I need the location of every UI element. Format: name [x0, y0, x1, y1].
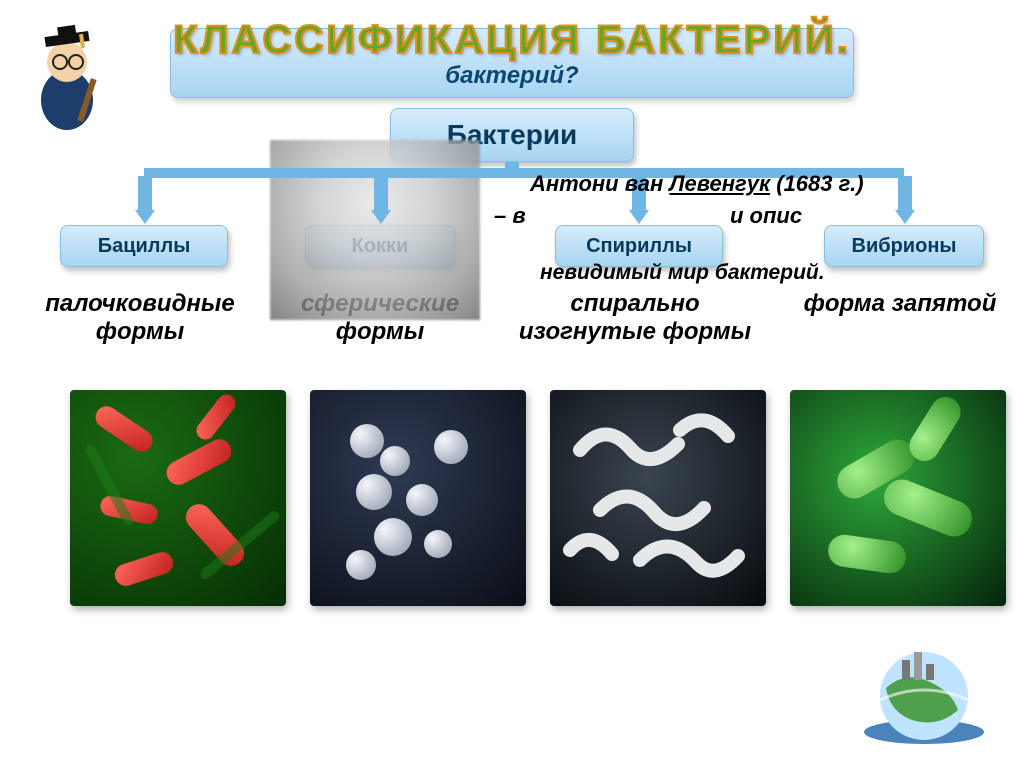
shape-label-1a: палочковидные	[30, 290, 250, 318]
shape-label-4: форма запятой	[790, 290, 1010, 318]
child-node-vibrio: Вибрионы	[824, 225, 984, 267]
page-title: КЛАССИФИКАЦИЯ БАКТЕРИЙ.	[173, 18, 851, 63]
child-node-bacilli: Бациллы	[60, 225, 228, 267]
history-line1: Антони ван Левенгук (1683 г.)	[530, 170, 864, 198]
history-name-a: Антони ван	[530, 171, 663, 196]
arrow-3-icon	[629, 210, 649, 224]
image-vibrio	[790, 390, 1006, 606]
arrow-2-icon	[371, 210, 391, 224]
globe-decoration-icon	[846, 630, 996, 750]
arrow-1-icon	[135, 210, 155, 224]
root-stem	[505, 162, 519, 172]
shape-label-3: спирально изогнутые формы	[510, 290, 760, 345]
history-line3: невидимый мир бактерий.	[540, 260, 825, 286]
stem-2	[374, 176, 388, 212]
shape-label-1b: формы	[30, 318, 250, 346]
stem-1	[138, 176, 152, 212]
history-name-b: Левенгук	[669, 171, 770, 196]
history-year: (1683 г.)	[776, 171, 863, 196]
child-label-3: Спириллы	[586, 235, 692, 258]
shape-label-1: палочковидные формы	[30, 290, 250, 345]
shape-label-3a: спирально	[510, 290, 760, 318]
history-line2b: и опис	[730, 202, 802, 230]
shape-label-3b: изогнутые формы	[510, 318, 760, 346]
subtitle-fragment: бактерий?	[445, 62, 578, 90]
child-label-4: Вибрионы	[852, 235, 957, 258]
history-line2a: – в	[494, 202, 526, 230]
image-cocci	[310, 390, 526, 606]
scientist-portrait	[270, 140, 480, 320]
image-bacilli	[70, 390, 286, 606]
arrow-4-icon	[895, 210, 915, 224]
professor-mascot-icon	[22, 20, 112, 140]
image-spirilla	[550, 390, 766, 606]
stem-4	[898, 176, 912, 212]
shape-label-2b: формы	[270, 318, 490, 346]
child-label-1: Бациллы	[98, 235, 191, 258]
shape-label-4a: форма запятой	[790, 290, 1010, 318]
